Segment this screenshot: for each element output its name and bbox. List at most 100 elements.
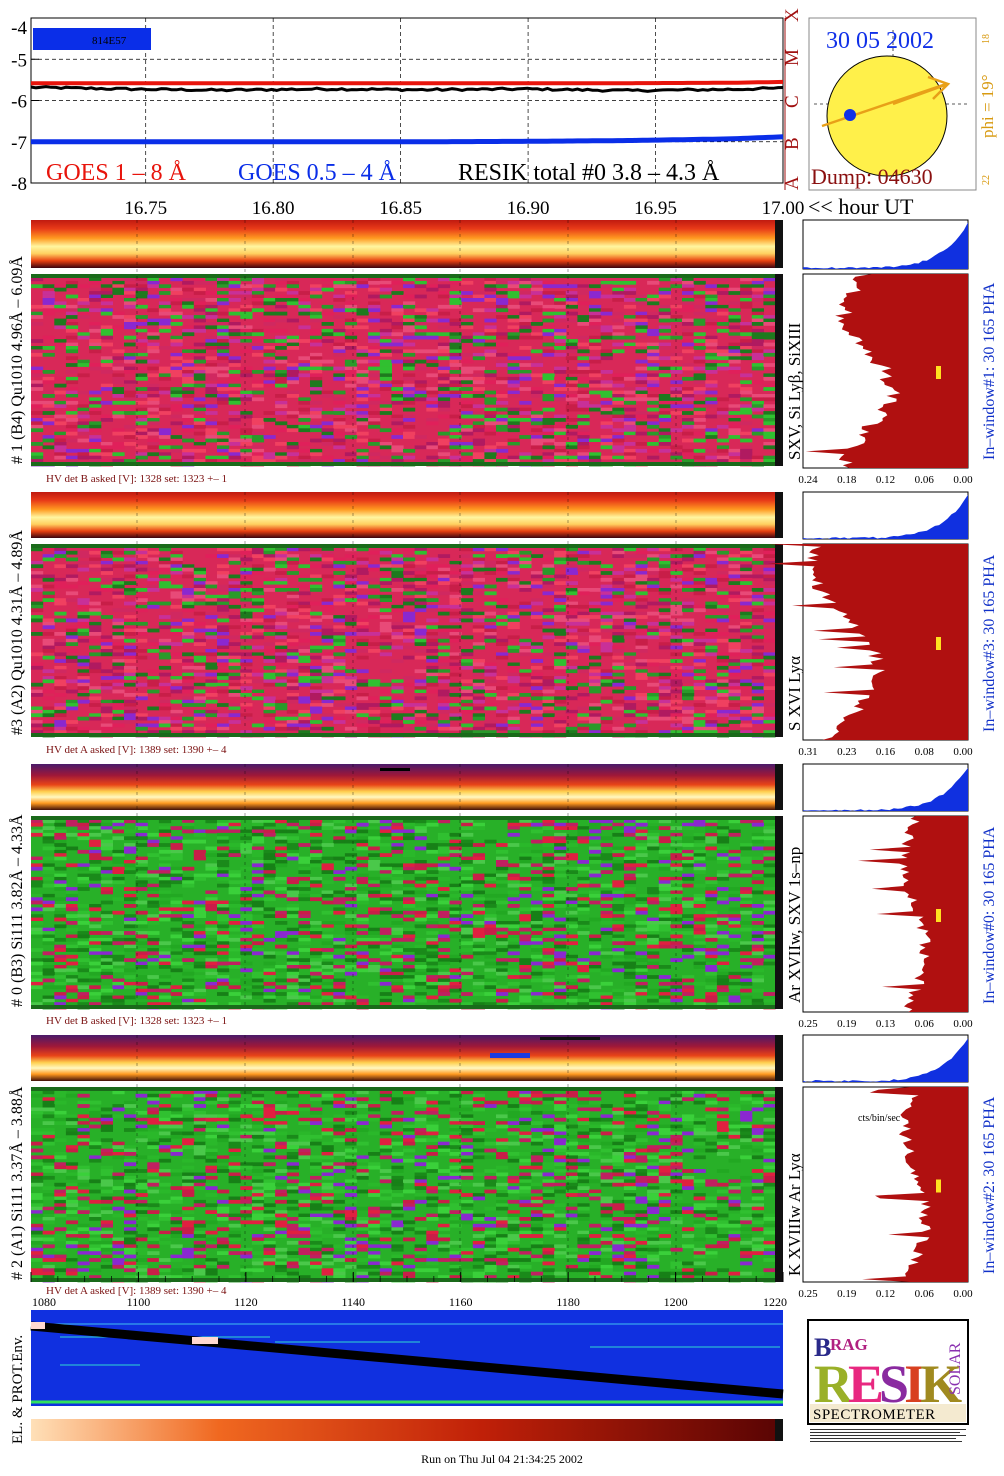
phi-tick-top: 18 bbox=[981, 34, 992, 44]
orbit-track bbox=[30, 1321, 784, 1399]
dump-number: Dump: 04630 bbox=[811, 164, 933, 189]
env-label: EL. & PROT.Env. bbox=[10, 1335, 26, 1444]
window-label: In–window#0: 30 165 PHA bbox=[981, 826, 998, 1004]
flare-class-label: C bbox=[782, 95, 803, 108]
count-profile bbox=[767, 543, 969, 741]
time-tick-label: 16.90 bbox=[507, 198, 550, 219]
pha-histogram bbox=[802, 219, 969, 270]
goes-y-tick-label: -7 bbox=[11, 133, 27, 154]
pha-histogram bbox=[802, 763, 969, 812]
pha-tick-label: 0.24 bbox=[798, 474, 818, 486]
pha-tick-label: 0.00 bbox=[953, 1288, 973, 1300]
time-tick-label: 16.75 bbox=[124, 198, 167, 219]
time-tick-label: 17.00 bbox=[762, 198, 805, 219]
pha-tick-label: 0.12 bbox=[876, 1288, 895, 1300]
flare-class-label: A bbox=[782, 176, 803, 190]
legend-goes-0-5-4: GOES 0.5 – 4 Å bbox=[238, 160, 397, 186]
pha-tick-label: 0.06 bbox=[915, 474, 935, 486]
channel-spectrum-band bbox=[31, 764, 783, 810]
pha-tick-label: 0.31 bbox=[798, 746, 817, 758]
goes-series bbox=[30, 79, 784, 145]
phi-angle: phi = 19° bbox=[978, 74, 997, 138]
channel-side-label: # 2 (A1) Si111 3.37Å – 3.88Å bbox=[8, 1086, 26, 1280]
pointing-spot bbox=[844, 109, 856, 121]
channel-lines-label: SXV, Si Lyβ, SiXIII bbox=[785, 322, 804, 460]
pha-tick-label: 0.08 bbox=[915, 746, 935, 758]
flare-class-label: M bbox=[782, 49, 803, 66]
channel-lines-label: K XVIIIw Ar Lyα bbox=[785, 1153, 804, 1276]
time-tick-label: 16.80 bbox=[252, 198, 295, 219]
pha-tick-label: 0.23 bbox=[837, 746, 857, 758]
bin-tick-label: 1200 bbox=[664, 1295, 688, 1309]
goes-y-tick-label: -5 bbox=[11, 50, 27, 71]
goes-y-tick-label: -6 bbox=[11, 92, 27, 113]
goes-series-line bbox=[31, 79, 784, 86]
flare-class-label: B bbox=[782, 137, 803, 150]
pha-tick-label: 0.19 bbox=[837, 1018, 857, 1030]
env-colorbar bbox=[31, 1419, 783, 1441]
bin-tick-label: 1140 bbox=[342, 1295, 366, 1309]
bin-tick-label: 1220 bbox=[763, 1295, 787, 1309]
channel-lines-label: S XVI Lyα bbox=[785, 656, 804, 731]
hv-label: HV det A asked [V]: 1389 set: 1390 +– 4 bbox=[46, 744, 227, 756]
hv-label: HV det A asked [V]: 1389 set: 1390 +– 4 bbox=[46, 1285, 227, 1297]
count-profile bbox=[802, 1086, 969, 1283]
pha-tick-label: 0.00 bbox=[953, 474, 973, 486]
pha-tick-label: 0.19 bbox=[837, 1288, 857, 1300]
goes-series-line bbox=[30, 85, 784, 93]
logo-solar: SOLAR bbox=[947, 1342, 964, 1395]
channel-heatmap bbox=[31, 1087, 776, 1283]
badge-bar bbox=[33, 28, 151, 50]
legend-goes-1-8: GOES 1 – 8 Å bbox=[46, 160, 187, 186]
pha-tick-label: 0.06 bbox=[915, 1288, 935, 1300]
hv-label: HV det B asked [V]: 1328 set: 1323 +– 1 bbox=[46, 1015, 227, 1027]
pha-tick-label: 0.06 bbox=[915, 1018, 935, 1030]
badge-label: 814E57 bbox=[92, 35, 127, 47]
goes-y-tick-label: -4 bbox=[11, 18, 27, 39]
sun-disc bbox=[826, 55, 948, 177]
window-label: In–window#2: 30 165 PHA bbox=[981, 1096, 998, 1274]
time-tick-label: 16.95 bbox=[634, 198, 677, 219]
pha-tick-label: 0.00 bbox=[953, 1018, 973, 1030]
hv-label: HV det B asked [V]: 1328 set: 1323 +– 1 bbox=[46, 473, 227, 485]
window-label: In–window#1: 30 165 PHA bbox=[981, 282, 998, 460]
channel-panel: HV det B asked [V]: 1328 set: 1323 +– 1 #… bbox=[8, 219, 998, 486]
sun-inset: 30 05 2002 Dump: 04630 phi = 19° 18 22 bbox=[808, 17, 997, 191]
count-profile bbox=[802, 273, 969, 469]
channel-spectrum-band bbox=[31, 1035, 783, 1081]
pha-tick-label: 0.25 bbox=[798, 1288, 818, 1300]
resik-logo: B RAG RESIK SOLAR SPECTROMETER bbox=[807, 1319, 969, 1442]
flare-class-axis: X M C B A bbox=[782, 8, 803, 190]
pha-tick-label: 0.16 bbox=[876, 746, 896, 758]
flare-class-label: X bbox=[782, 8, 803, 22]
channel-heatmap bbox=[31, 544, 776, 738]
channel-side-label: #3 (A2) Qu1010 4.31Å – 4.89Å bbox=[8, 530, 26, 735]
channel-side-label: # 0 (B3) Si111 3.82Å – 4.33Å bbox=[8, 814, 26, 1007]
time-tick-label: 16.85 bbox=[379, 198, 422, 219]
pha-histogram bbox=[802, 491, 969, 540]
logo-spectrometer: SPECTROMETER bbox=[813, 1407, 936, 1423]
bin-tick-label: 1080 bbox=[32, 1295, 56, 1309]
pha-histogram bbox=[802, 1034, 969, 1083]
channel-panel: HV det B asked [V]: 1328 set: 1323 +– 1 #… bbox=[8, 763, 998, 1030]
time-axis: 16.75 16.80 16.85 16.90 16.95 17.00 bbox=[124, 198, 804, 219]
bin-tick-label: 1120 bbox=[234, 1295, 258, 1309]
channel-spectrum-band bbox=[31, 492, 783, 538]
logo-bragg: B bbox=[814, 1333, 831, 1362]
bin-tick-label: 1100 bbox=[127, 1295, 151, 1309]
legend-resik-total: RESIK total #0 3.8 – 4.3 Å bbox=[458, 160, 720, 186]
goes-y-axis: -4 -5 -6 -7 -8 bbox=[11, 17, 39, 195]
phi-tick-bottom: 22 bbox=[981, 175, 992, 185]
channel-side-label: # 1 (B4) Qu1010 4.96Å – 6.09Å bbox=[8, 256, 26, 464]
channel-heatmap bbox=[31, 816, 776, 1010]
bin-tick-label: 1160 bbox=[449, 1295, 473, 1309]
count-profile bbox=[802, 815, 969, 1013]
run-timestamp: Run on Thu Jul 04 21:34:25 2002 bbox=[421, 1452, 583, 1466]
bin-tick-label: 1180 bbox=[556, 1295, 580, 1309]
channel-panel: HV det A asked [V]: 1389 set: 1390 +– 4 #… bbox=[8, 1034, 998, 1300]
goes-series-line bbox=[31, 134, 784, 145]
pha-tick-label: 0.12 bbox=[876, 474, 895, 486]
sun-date: 30 05 2002 bbox=[826, 28, 934, 54]
goes-panel: -4 -5 -6 -7 -8 X M C B A 814E57 GOES 1 – 8 Å GOE… bbox=[11, 8, 914, 219]
